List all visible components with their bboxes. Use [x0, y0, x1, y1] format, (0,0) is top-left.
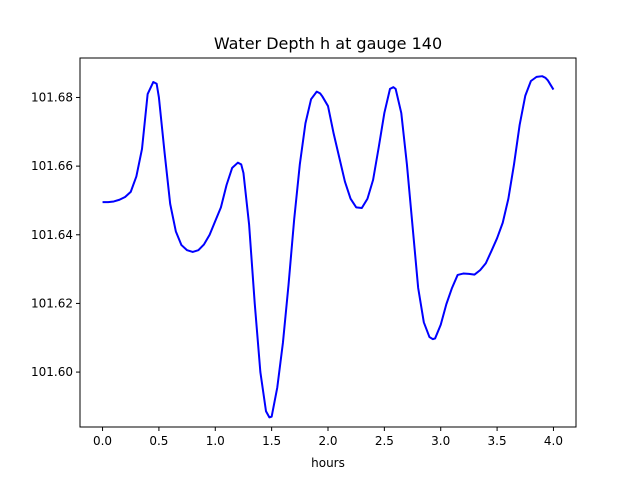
x-axis-title: hours [311, 456, 345, 470]
y-tick-label: 101.66 [31, 159, 73, 173]
x-axis: 0.0 0.5 1.0 1.5 2.0 2.5 3.0 3.5 4.0 [93, 427, 563, 448]
x-tick-label: 2.5 [375, 434, 394, 448]
x-tick-label: 2.0 [318, 434, 337, 448]
y-tick-label: 101.68 [31, 90, 73, 104]
x-tick-label: 3.0 [431, 434, 450, 448]
x-tick-label: 0.5 [149, 434, 168, 448]
y-axis: 101.60 101.62 101.64 101.66 101.68 [31, 90, 80, 379]
x-tick-label: 4.0 [544, 434, 563, 448]
x-tick-label: 1.0 [206, 434, 225, 448]
x-tick-label: 3.5 [488, 434, 507, 448]
y-tick-label: 101.62 [31, 296, 73, 310]
y-tick-label: 101.60 [31, 365, 73, 379]
y-tick-label: 101.64 [31, 228, 73, 242]
x-tick-label: 1.5 [262, 434, 281, 448]
series-line-0 [102, 75, 555, 419]
x-tick-label: 0.0 [93, 434, 112, 448]
chart-title: Water Depth h at gauge 140 [214, 34, 442, 53]
